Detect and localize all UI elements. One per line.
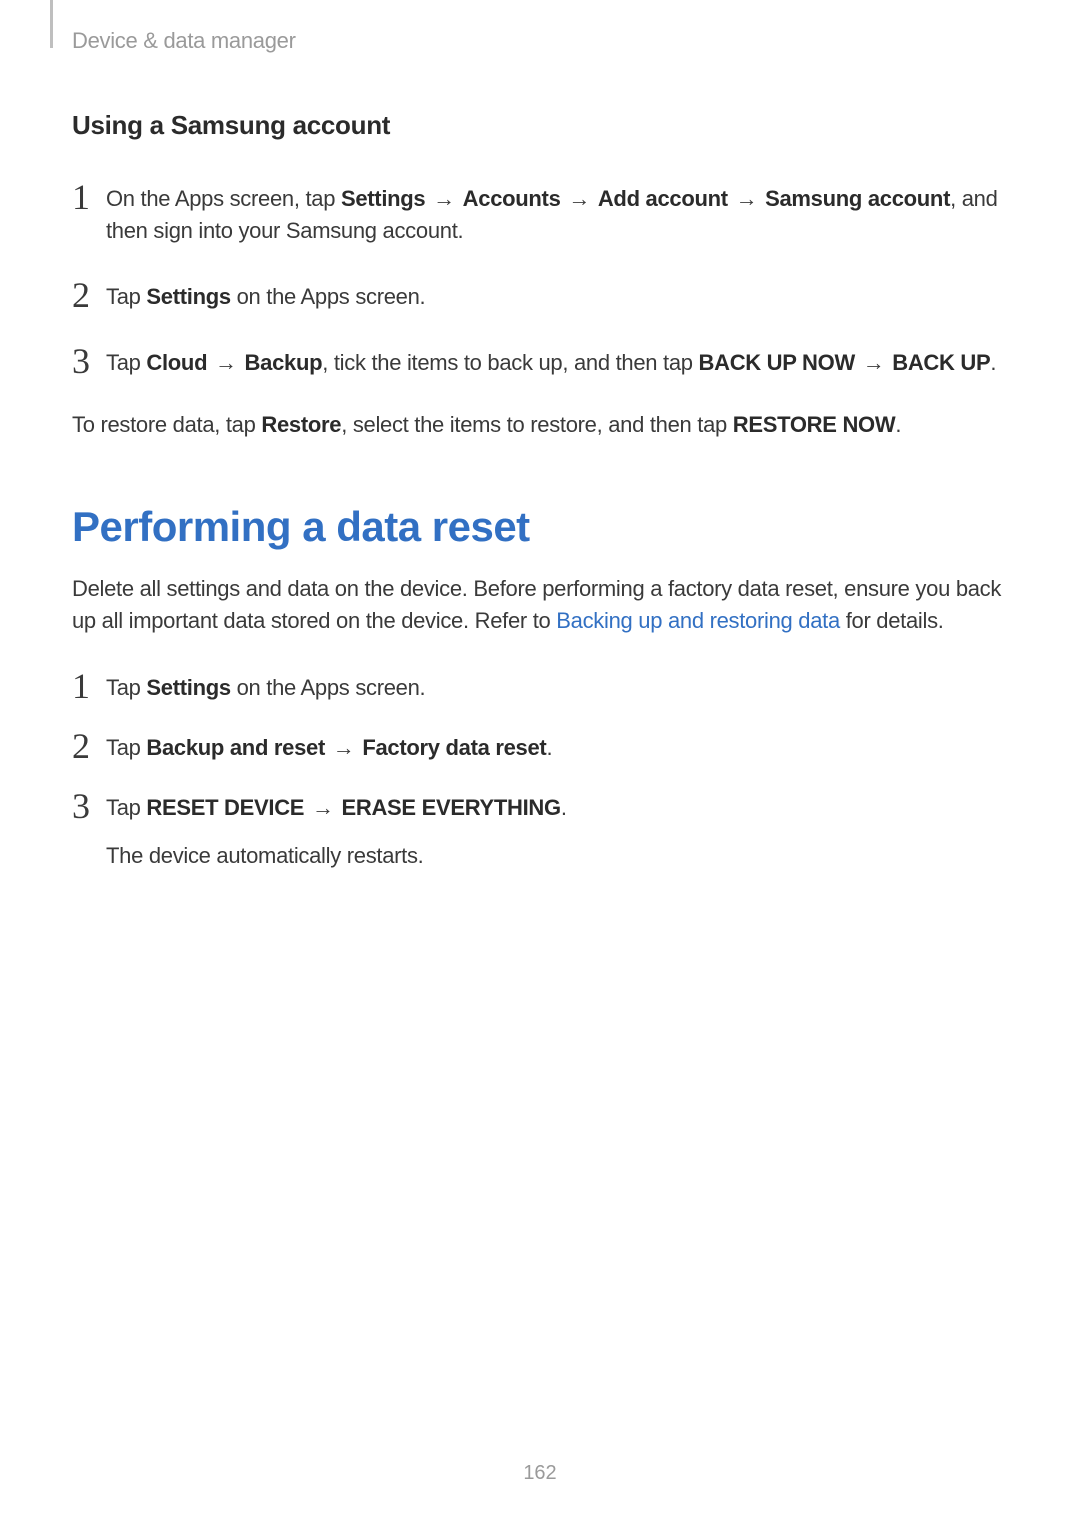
link-backing-up-data[interactable]: Backing up and restoring data bbox=[556, 608, 840, 633]
bold-back-up: BACK UP bbox=[892, 350, 990, 375]
step-number-1: 1 bbox=[72, 179, 106, 215]
bold-add-account: Add account bbox=[598, 186, 728, 211]
arrow-icon: → bbox=[855, 350, 892, 375]
intro-paragraph: Delete all settings and data on the devi… bbox=[72, 573, 1012, 637]
bold-restore-now: RESTORE NOW bbox=[733, 412, 896, 437]
breadcrumb: Device & data manager bbox=[72, 28, 296, 54]
arrow-icon: → bbox=[207, 350, 244, 375]
bold-settings: Settings bbox=[146, 675, 230, 700]
followup-text: The device automatically restarts. bbox=[106, 840, 567, 872]
text: To restore data, tap bbox=[72, 412, 261, 437]
step-body: Tap Settings on the Apps screen. bbox=[106, 277, 425, 313]
step-body: Tap Settings on the Apps screen. bbox=[106, 668, 425, 704]
page-content: Using a Samsung account 1 On the Apps sc… bbox=[72, 110, 1012, 880]
text: Tap bbox=[106, 675, 146, 700]
bold-samsung-account: Samsung account bbox=[765, 186, 950, 211]
bold-reset-device: RESET DEVICE bbox=[146, 795, 304, 820]
bold-restore: Restore bbox=[261, 412, 341, 437]
bold-settings: Settings bbox=[341, 186, 425, 211]
arrow-icon: → bbox=[561, 186, 598, 211]
restore-paragraph: To restore data, tap Restore, select the… bbox=[72, 409, 1012, 441]
text: Tap bbox=[106, 735, 146, 760]
bold-back-up-now: BACK UP NOW bbox=[699, 350, 855, 375]
text: , tick the items to back up, and then ta… bbox=[322, 350, 698, 375]
section1-step-2: 2 Tap Settings on the Apps screen. bbox=[72, 277, 1012, 313]
step-body: Tap RESET DEVICE → ERASE EVERYTHING. The… bbox=[106, 788, 567, 872]
text: . bbox=[561, 795, 567, 820]
text: , select the items to restore, and then … bbox=[341, 412, 733, 437]
step-number-1: 1 bbox=[72, 668, 106, 704]
chapter-title-data-reset: Performing a data reset bbox=[72, 503, 1012, 551]
text: Tap bbox=[106, 350, 146, 375]
step-number-3: 3 bbox=[72, 788, 106, 824]
text: Tap bbox=[106, 795, 146, 820]
subheading-samsung-account: Using a Samsung account bbox=[72, 110, 1012, 141]
header-vertical-line bbox=[50, 0, 53, 48]
arrow-icon: → bbox=[325, 735, 362, 760]
section2-step-1: 1 Tap Settings on the Apps screen. bbox=[72, 668, 1012, 704]
text: On the Apps screen, tap bbox=[106, 186, 341, 211]
section2-step-2: 2 Tap Backup and reset → Factory data re… bbox=[72, 728, 1012, 764]
bold-settings: Settings bbox=[146, 284, 230, 309]
section2-step-3: 3 Tap RESET DEVICE → ERASE EVERYTHING. T… bbox=[72, 788, 1012, 872]
text: . bbox=[895, 412, 901, 437]
step-body: On the Apps screen, tap Settings → Accou… bbox=[106, 179, 1012, 247]
arrow-icon: → bbox=[425, 186, 462, 211]
text: on the Apps screen. bbox=[231, 675, 426, 700]
step-number-2: 2 bbox=[72, 277, 106, 313]
section1-step-3: 3 Tap Cloud → Backup, tick the items to … bbox=[72, 343, 1012, 379]
text: . bbox=[546, 735, 552, 760]
text: on the Apps screen. bbox=[231, 284, 426, 309]
step-number-3: 3 bbox=[72, 343, 106, 379]
page-number: 162 bbox=[0, 1462, 1080, 1485]
text: . bbox=[990, 350, 996, 375]
step-number-2: 2 bbox=[72, 728, 106, 764]
step-body: Tap Backup and reset → Factory data rese… bbox=[106, 728, 552, 764]
section1-step-1: 1 On the Apps screen, tap Settings → Acc… bbox=[72, 179, 1012, 247]
bold-backup-reset: Backup and reset bbox=[146, 735, 325, 760]
bold-cloud: Cloud bbox=[146, 350, 207, 375]
bold-backup: Backup bbox=[245, 350, 323, 375]
bold-factory-reset: Factory data reset bbox=[362, 735, 546, 760]
arrow-icon: → bbox=[304, 795, 341, 820]
bold-erase-everything: ERASE EVERYTHING bbox=[342, 795, 561, 820]
text: for details. bbox=[840, 608, 944, 633]
arrow-icon: → bbox=[728, 186, 765, 211]
step-body: Tap Cloud → Backup, tick the items to ba… bbox=[106, 343, 996, 379]
bold-accounts: Accounts bbox=[463, 186, 561, 211]
text: Tap bbox=[106, 284, 146, 309]
